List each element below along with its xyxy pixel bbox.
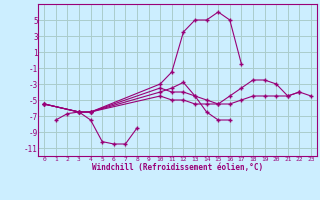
X-axis label: Windchill (Refroidissement éolien,°C): Windchill (Refroidissement éolien,°C) [92,163,263,172]
